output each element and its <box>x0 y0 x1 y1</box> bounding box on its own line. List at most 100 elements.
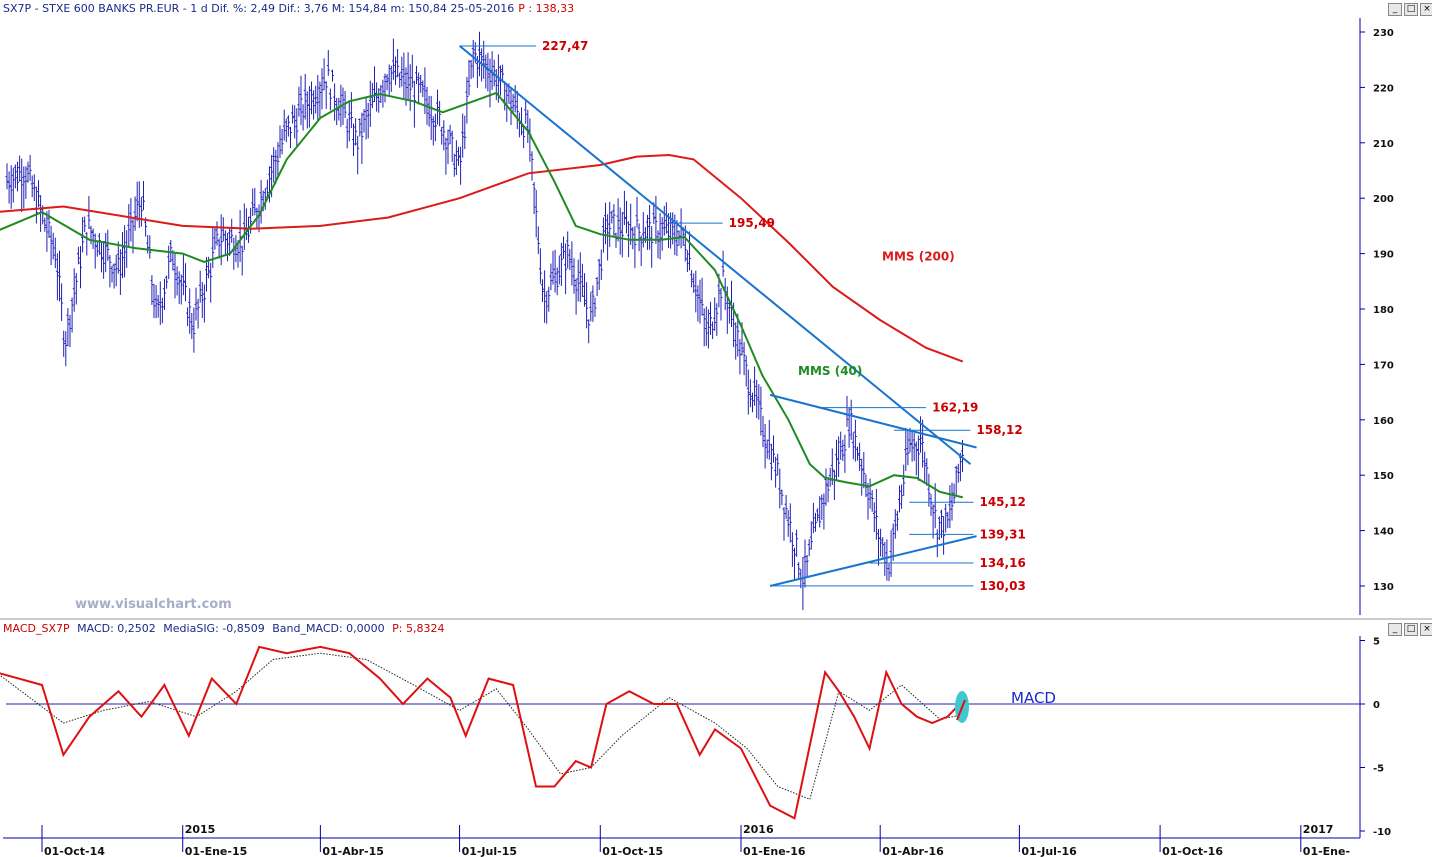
x-year-label: 2017 <box>1303 823 1334 836</box>
price-bar <box>263 188 267 210</box>
price-bar <box>511 93 515 113</box>
price-bar <box>933 483 937 529</box>
level-label: 139,31 <box>979 527 1025 541</box>
price-bar <box>299 75 303 126</box>
price-bar <box>272 147 276 183</box>
x-tick-label: 01-Ene- <box>1303 845 1350 857</box>
price-bar <box>656 230 660 259</box>
price-bar <box>431 116 435 146</box>
price-bar <box>709 301 712 335</box>
price-y-tick-label: 170 <box>1373 360 1394 371</box>
price-bar <box>538 248 542 284</box>
price-bar <box>223 230 227 256</box>
price-bar <box>394 56 397 85</box>
price-bar <box>734 322 738 360</box>
price-bar <box>95 241 99 257</box>
price-bar <box>746 369 750 415</box>
price-bar <box>240 245 244 276</box>
price-bar <box>478 31 481 77</box>
price-bar <box>150 275 154 305</box>
price-bar <box>316 74 320 122</box>
price-bar <box>541 279 544 303</box>
price-bar <box>914 441 918 476</box>
price-bar <box>488 58 492 108</box>
price-bar <box>200 282 204 319</box>
macd-name: MACD_SX7P <box>3 622 70 635</box>
price-bar <box>457 146 460 166</box>
price-bar <box>307 86 311 128</box>
price-bar <box>318 81 322 120</box>
price-bar <box>790 532 794 567</box>
price-bar <box>410 54 414 88</box>
price-bar <box>91 228 95 249</box>
price-bar <box>89 225 93 245</box>
price-bar <box>284 118 288 143</box>
price-y-tick-label: 190 <box>1373 250 1394 261</box>
price-bar <box>698 279 702 324</box>
price-bar <box>356 135 360 175</box>
macd-close-button[interactable]: × <box>1420 623 1432 636</box>
price-bar <box>196 298 200 329</box>
price-bar <box>793 547 796 580</box>
macd-minimize-button[interactable]: _ <box>1388 623 1402 636</box>
price-bar <box>631 227 635 250</box>
price-bar <box>803 539 807 588</box>
price-bar <box>900 484 904 509</box>
x-tick-label: 01-Abr-16 <box>882 845 944 857</box>
price-bar <box>469 59 473 80</box>
macd-window-buttons: _ □ × <box>1388 623 1432 636</box>
price-bar <box>566 231 570 269</box>
signal-line <box>0 652 963 800</box>
price-bar <box>904 427 908 471</box>
mms40-annotation: MMS (40) <box>798 364 862 378</box>
price-bar <box>547 286 551 312</box>
trendline-0 <box>458 45 972 465</box>
price-bar <box>757 384 761 420</box>
price-bar <box>664 202 668 234</box>
level-label: 162,19 <box>932 401 978 415</box>
price-bar <box>562 236 565 259</box>
maximize-button[interactable]: □ <box>1404 3 1418 16</box>
price-bar <box>927 473 931 507</box>
close-button[interactable]: × <box>1420 3 1432 16</box>
price-bar <box>209 262 213 303</box>
price-bar <box>202 284 206 323</box>
price-bar <box>108 255 112 288</box>
price-bar <box>118 249 122 295</box>
price-bar <box>259 179 263 224</box>
price-bar <box>396 48 400 78</box>
price-bar <box>123 225 127 278</box>
price-bar <box>744 355 748 387</box>
price-bar <box>205 257 208 292</box>
level-label: 227,47 <box>542 39 588 53</box>
price-bar <box>954 465 958 496</box>
price-bar <box>780 489 784 506</box>
price-bar <box>589 292 593 322</box>
price-bar <box>822 493 826 530</box>
price-bar <box>956 463 960 483</box>
price-bar <box>211 226 215 269</box>
minimize-button[interactable]: _ <box>1388 3 1402 16</box>
macd-maximize-button[interactable]: □ <box>1404 623 1418 636</box>
price-bar <box>320 68 324 110</box>
x-tick-label: 01-Oct-14 <box>44 845 105 857</box>
price-bar <box>106 229 110 261</box>
price-bar <box>719 287 723 321</box>
price-bar <box>814 512 817 532</box>
price-bar <box>482 40 486 79</box>
price-y-tick-label: 140 <box>1373 527 1394 538</box>
price-bar <box>104 232 108 273</box>
price-bar <box>167 245 171 280</box>
price-bar <box>832 470 836 501</box>
price-bar <box>230 218 234 243</box>
price-bar <box>440 126 444 145</box>
level-label: 195,49 <box>729 216 775 230</box>
price-bar <box>641 212 645 248</box>
price-bar <box>557 255 561 285</box>
price-bar <box>381 79 385 108</box>
price-bar <box>148 235 152 259</box>
price-bar <box>937 516 941 540</box>
price-bar <box>585 282 589 329</box>
price-bar <box>576 259 580 302</box>
